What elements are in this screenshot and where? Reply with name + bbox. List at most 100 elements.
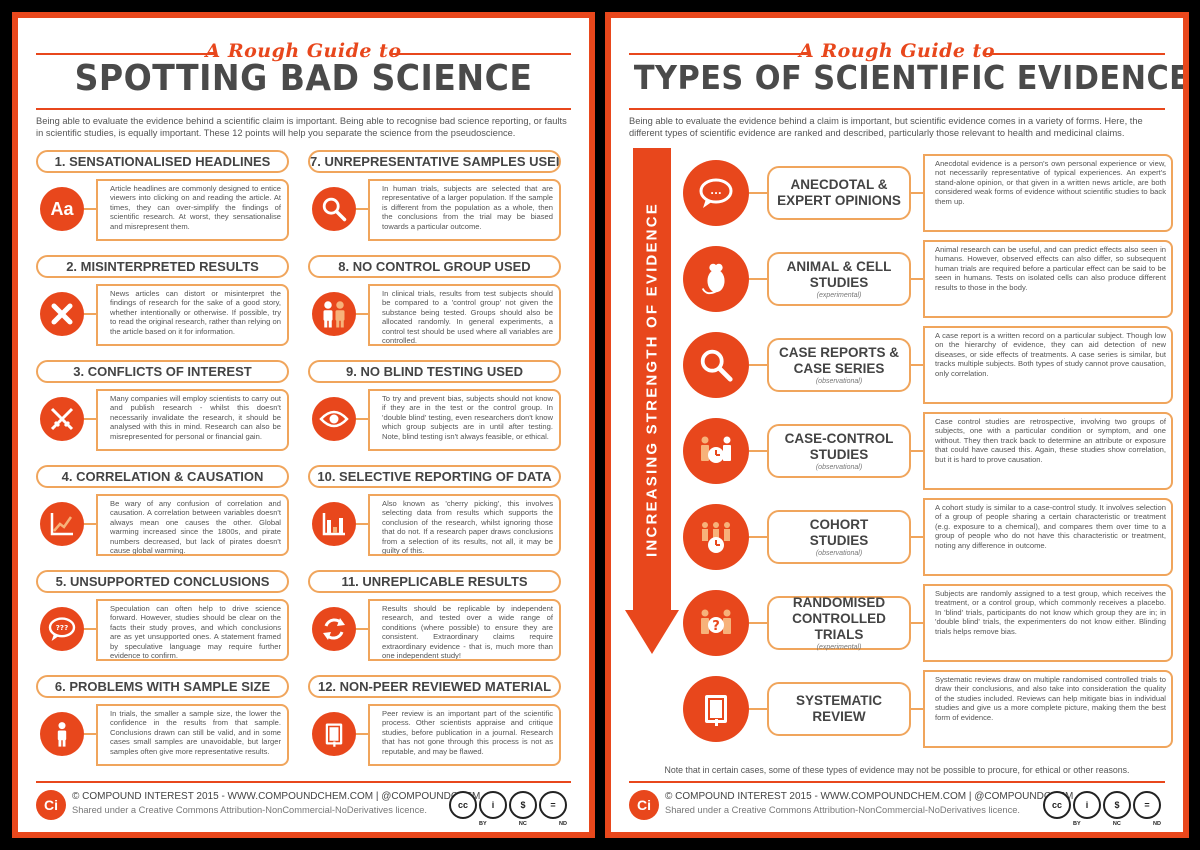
- tile-title: 7. UNREPRESENTATIVE SAMPLES USED: [308, 150, 561, 173]
- tile-text: Be wary of any confusion of correlation …: [96, 494, 289, 556]
- text-aa-icon: Aa: [40, 187, 84, 231]
- evidence-type: SYSTEMATIC REVIEW: [767, 682, 911, 736]
- divider: [629, 108, 1165, 110]
- tile-text: Speculation can often help to drive scie…: [96, 599, 289, 661]
- connector: [749, 536, 767, 538]
- connector: [356, 313, 368, 315]
- evidence-title: SYSTEMATIC REVIEW: [795, 693, 882, 724]
- footer-licence: Shared under a Creative Commons Attribut…: [665, 805, 1020, 815]
- tile-title: 6. PROBLEMS WITH SAMPLE SIZE: [36, 675, 289, 698]
- tile: 1. SENSATIONALISED HEADLINES Aa Article …: [36, 150, 289, 242]
- nd-icon: =: [1133, 791, 1161, 819]
- connector: [749, 192, 767, 194]
- cross-icon: [40, 292, 84, 336]
- evidence-type: CASE-CONTROL STUDIES (observational): [767, 424, 911, 478]
- evidence-subtitle: (observational): [815, 463, 863, 471]
- nc-icon: $: [1103, 791, 1131, 819]
- evidence-description: Case control studies are retrospective, …: [923, 412, 1173, 490]
- people-question-icon: ?: [683, 590, 749, 656]
- evidence-title: RANDOMISED CONTROLLED TRIALS: [792, 594, 886, 642]
- evidence-subtitle: (experimental): [816, 643, 862, 651]
- connector: [911, 450, 923, 452]
- evidence-row: CASE REPORTS & CASE SERIES (observational…: [683, 326, 1173, 406]
- strength-arrow-head: [625, 610, 679, 654]
- tile-title: 4. CORRELATION & CAUSATION: [36, 465, 289, 488]
- cc-licence-badge: cc i $ =: [1043, 791, 1161, 821]
- refresh-icon: [312, 607, 356, 651]
- magnifier-icon: [312, 187, 356, 231]
- tile-text: Many companies will employ scientists to…: [96, 389, 289, 451]
- evidence-title: COHORT STUDIES: [809, 516, 869, 548]
- evidence-row: ? RANDOMISED CONTROLLED TRIALS (experimen…: [683, 584, 1173, 664]
- connector: [84, 208, 96, 210]
- svg-text:???: ???: [56, 623, 69, 632]
- tile-text: To try and prevent bias, subjects should…: [368, 389, 561, 451]
- cc-label: BY: [479, 821, 487, 827]
- intro-text: Being able to evaluate the evidence behi…: [629, 116, 1143, 138]
- tile: 8. NO CONTROL GROUP USED In clinical tri…: [308, 255, 561, 347]
- tile-text: Also known as 'cherry picking', this inv…: [368, 494, 561, 556]
- tile-title: 5. UNSUPPORTED CONCLUSIONS: [36, 570, 289, 593]
- cc-label: BY: [1073, 821, 1081, 827]
- people-clock-icon: [683, 418, 749, 484]
- evidence-title: CASE-CONTROL STUDIES: [784, 430, 894, 462]
- connector: [356, 628, 368, 630]
- tile: 5. UNSUPPORTED CONCLUSIONS ??? Speculati…: [36, 570, 289, 662]
- tile: 11. UNREPLICABLE RESULTS Results should …: [308, 570, 561, 662]
- connector: [749, 450, 767, 452]
- poster-spotting-bad-science: A Rough Guide to SPOTTING BAD SCIENCE Be…: [12, 12, 595, 838]
- evidence-row: ... ANECDOTAL & EXPERT OPINIONS Anecdota…: [683, 154, 1173, 234]
- cc-licence-badge: cc i $ =: [449, 791, 567, 821]
- poster-subtitle: A Rough Guide to: [798, 40, 996, 62]
- connector: [84, 418, 96, 420]
- intro-text: Being able to evaluate the evidence behi…: [36, 116, 567, 138]
- tile-text: In human trials, subjects are selected t…: [368, 179, 561, 241]
- strength-arrow: [633, 148, 671, 610]
- connector: [911, 536, 923, 538]
- book-icon: [683, 676, 749, 742]
- tile-text: In trials, the smaller a sample size, th…: [96, 704, 289, 766]
- people-icon: [312, 292, 356, 336]
- cc-label: NC: [1112, 821, 1121, 827]
- evidence-row: ANIMAL & CELL STUDIES (experimental) Anim…: [683, 240, 1173, 320]
- connector: [749, 364, 767, 366]
- group-clock-icon: [683, 504, 749, 570]
- footer-credit: © COMPOUND INTEREST 2015 - WWW.COMPOUNDC…: [665, 791, 1074, 802]
- rat-icon: [683, 246, 749, 312]
- tile-title: 10. SELECTIVE REPORTING OF DATA: [308, 465, 561, 488]
- tile-title: 11. UNREPLICABLE RESULTS: [308, 570, 561, 593]
- book-icon: [312, 712, 356, 756]
- by-icon: i: [1073, 791, 1101, 819]
- evidence-row: SYSTEMATIC REVIEW Systematic reviews dra…: [683, 670, 1173, 750]
- tile: 7. UNREPRESENTATIVE SAMPLES USED In huma…: [308, 150, 561, 242]
- nc-icon: $: [509, 791, 537, 819]
- connector: [911, 622, 923, 624]
- connector: [356, 523, 368, 525]
- evidence-subtitle: (observational): [815, 377, 863, 385]
- connector: [911, 278, 923, 280]
- speech-bubble-icon: ???: [40, 607, 84, 651]
- divider: [629, 53, 809, 55]
- eye-icon: [312, 397, 356, 441]
- divider: [985, 53, 1165, 55]
- tile-title: 1. SENSATIONALISED HEADLINES: [36, 150, 289, 173]
- evidence-title: CASE REPORTS & CASE SERIES: [778, 344, 900, 376]
- nd-icon: =: [539, 791, 567, 819]
- person-icon: [40, 712, 84, 756]
- connector: [84, 628, 96, 630]
- tile: 10. SELECTIVE REPORTING OF DATA Also kno…: [308, 465, 561, 557]
- poster-subtitle: A Rough Guide to: [205, 40, 402, 62]
- magnifier-icon: [683, 332, 749, 398]
- connector: [749, 708, 767, 710]
- tile-text: In clinical trials, results from test su…: [368, 284, 561, 346]
- crossed-swords-icon: [40, 397, 84, 441]
- connector: [84, 733, 96, 735]
- cc-label: ND: [559, 821, 567, 827]
- footer-licence: Shared under a Creative Commons Attribut…: [72, 805, 427, 815]
- poster-types-of-evidence: A Rough Guide to TYPES OF SCIENTIFIC EVI…: [605, 12, 1189, 838]
- evidence-row: CASE-CONTROL STUDIES (observational) Case…: [683, 412, 1173, 492]
- evidence-type: RANDOMISED CONTROLLED TRIALS (experimenta…: [767, 594, 911, 651]
- poster-title: SPOTTING BAD SCIENCE: [74, 58, 533, 99]
- connector: [84, 313, 96, 315]
- tile: 6. PROBLEMS WITH SAMPLE SIZE In trials, …: [36, 675, 289, 767]
